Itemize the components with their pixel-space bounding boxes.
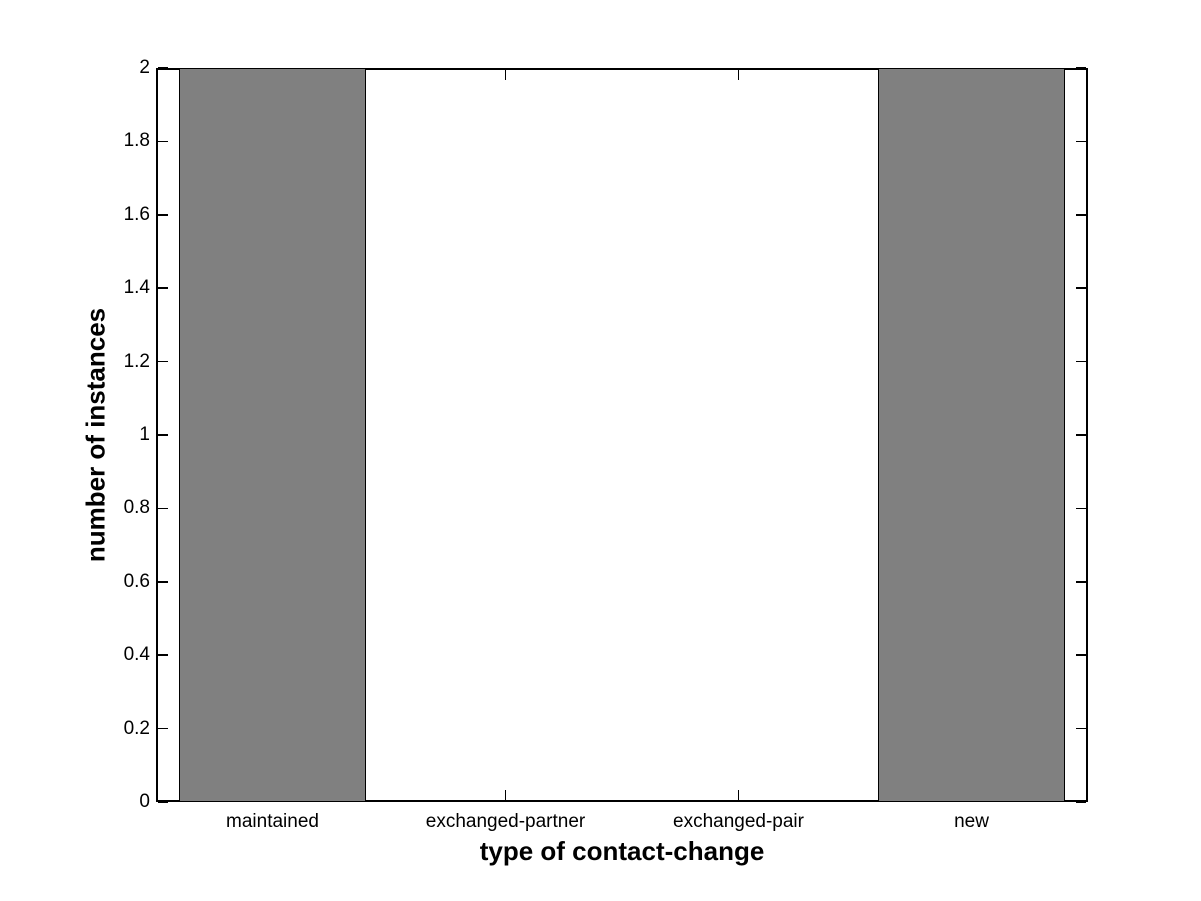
x-tick-bottom [504, 790, 507, 800]
x-tick-label: exchanged-partner [425, 811, 586, 832]
y-tick-left [158, 360, 168, 363]
y-tick-label: 1.6 [123, 203, 150, 225]
x-tick-label: maintained [226, 811, 319, 832]
y-tick-left [158, 801, 168, 803]
x-tick-label: exchanged-pair [673, 811, 804, 832]
y-tick-right [1076, 581, 1086, 583]
y-tick-right [1076, 360, 1086, 363]
y-tick-left [158, 581, 168, 583]
y-tick-right [1076, 727, 1086, 730]
y-tick-label: 2 [139, 57, 150, 78]
x-tick-top [504, 70, 507, 80]
y-tick-right [1076, 654, 1086, 656]
y-tick-left [158, 67, 168, 69]
y-tick-label: 0.4 [123, 644, 150, 666]
y-tick-label: 1.4 [123, 277, 150, 299]
y-tick-right [1076, 507, 1086, 510]
x-tick-label: new [954, 811, 989, 832]
y-tick-right [1076, 67, 1086, 69]
y-tick-left [158, 287, 168, 289]
y-tick-label: 1.2 [123, 350, 150, 372]
y-tick-label: 1 [139, 424, 150, 445]
y-axis-label: number of instances [80, 307, 111, 563]
y-tick-label: 0.2 [123, 717, 150, 739]
y-tick-left [158, 727, 168, 730]
y-tick-right [1076, 287, 1086, 289]
y-tick-left [158, 434, 168, 436]
x-axis-label: type of contact-change [479, 836, 765, 866]
bar [878, 68, 1065, 802]
bar [179, 68, 366, 802]
y-tick-left [158, 654, 168, 656]
x-tick-top [737, 70, 740, 80]
y-tick-label: 0 [139, 791, 150, 812]
y-tick-label: 0.8 [123, 497, 150, 519]
y-tick-right [1076, 214, 1086, 216]
y-tick-left [158, 507, 168, 510]
y-tick-right [1076, 140, 1086, 143]
y-tick-label: 0.6 [123, 570, 150, 592]
y-tick-right [1076, 801, 1086, 803]
y-tick-right [1076, 434, 1086, 436]
x-tick-bottom [737, 790, 740, 800]
y-tick-left [158, 214, 168, 216]
y-tick-label: 1.8 [123, 130, 150, 152]
y-tick-left [158, 140, 168, 143]
